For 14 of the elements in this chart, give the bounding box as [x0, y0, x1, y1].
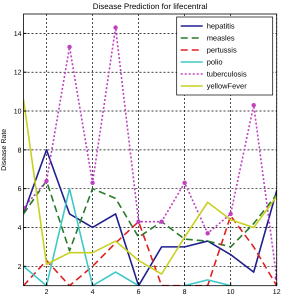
- line-series: [24, 149, 277, 286]
- point: [136, 219, 141, 224]
- point: [44, 178, 49, 184]
- line-series: [24, 98, 277, 275]
- chart-title: Disease Prediction for lifecentral: [92, 2, 208, 11]
- point: [113, 25, 118, 30]
- point: [228, 212, 233, 216]
- point: [67, 44, 72, 50]
- point: [90, 180, 95, 186]
- point: [251, 103, 256, 108]
- point: [205, 231, 210, 236]
- line-series: [24, 180, 277, 252]
- point: [182, 180, 187, 186]
- point: [159, 219, 164, 224]
